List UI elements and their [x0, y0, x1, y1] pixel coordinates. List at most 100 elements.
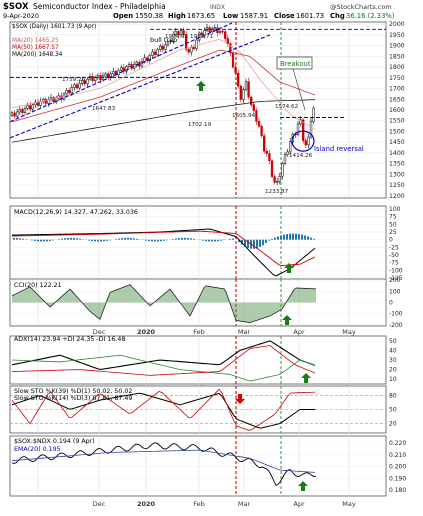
macd-histogram-bar	[16, 238, 18, 240]
macd-histogram-bar	[181, 238, 183, 240]
macd-histogram-bar	[214, 240, 216, 242]
chg-label: Chg	[330, 12, 345, 20]
macd-histogram-bar	[64, 238, 66, 239]
symbol: $SOX	[3, 2, 29, 12]
x-tick-label: Feb	[193, 328, 205, 336]
macd-histogram-bar	[22, 239, 24, 240]
macd-histogram-bar	[271, 239, 273, 240]
candle-body	[217, 28, 219, 33]
macd-histogram-bar	[283, 235, 285, 240]
open-label: Open	[113, 12, 133, 20]
ratio-tick-label: 0.200	[389, 464, 406, 471]
macd-histogram-bar	[166, 240, 168, 241]
macd-histogram-bar	[97, 240, 99, 242]
candle-body	[152, 52, 154, 55]
macd-histogram-bar	[280, 235, 282, 239]
candle-body	[193, 47, 195, 48]
candle-body	[24, 108, 26, 112]
macd-histogram-bar	[124, 238, 126, 240]
price-tick-label: 1200	[389, 193, 405, 200]
macd-histogram-bar	[274, 238, 276, 240]
candle-body	[258, 121, 260, 126]
x-tick-label: Apr	[293, 500, 305, 508]
macd-histogram-bar	[190, 238, 192, 239]
x-tick-label: May	[342, 328, 356, 336]
candle-body	[269, 154, 271, 161]
macd-histogram-bar	[295, 234, 297, 240]
x-tick-label: Feb	[193, 500, 205, 508]
chg-value: 36.16 (2.33%)	[346, 12, 395, 20]
sto-tick-label: 80	[389, 392, 397, 399]
price-tick-label: 1600	[389, 107, 405, 114]
macd-histogram-bar	[202, 240, 204, 241]
candle-body	[196, 40, 198, 49]
macd-tick-label: -100	[389, 267, 403, 274]
macd-histogram-bar	[307, 236, 309, 239]
price-tick-label: 1250	[389, 182, 405, 189]
sto-legend-2: Slow STO %K(14) %D(3) 87.81, 87.49	[14, 395, 132, 402]
macd-tick-label: 75	[389, 214, 397, 221]
candle-body	[14, 113, 16, 117]
candle-body	[284, 155, 286, 164]
candle-body	[261, 126, 263, 136]
cci-tick-label: 200	[389, 277, 401, 284]
macd-legend: MACD(12,26,9) 14.327, 47.262, 33.036	[14, 209, 138, 216]
macd-histogram-bar	[79, 239, 81, 240]
price-tick-label: 1650	[389, 96, 405, 103]
macd-histogram-bar	[67, 238, 69, 240]
macd-tick-label: 0	[389, 237, 393, 244]
candle-body	[240, 86, 242, 99]
candle-body	[76, 85, 78, 88]
price-tick-label: 1400	[389, 150, 405, 157]
macd-histogram-bar	[175, 238, 177, 239]
adx-tick-label: 40	[389, 347, 397, 354]
candle-body	[256, 111, 258, 122]
macd-histogram-bar	[91, 240, 93, 241]
macd-tick-label: 100	[389, 206, 401, 213]
candle-body	[162, 46, 164, 49]
macd-histogram-bar	[187, 238, 189, 240]
sto-tick-label: 20	[389, 421, 397, 428]
x-tick-label: 2020	[137, 328, 156, 336]
candle-body	[313, 108, 315, 121]
low-label: Low	[223, 12, 239, 20]
macd-histogram-bar	[259, 240, 261, 247]
x-tick-label: May	[342, 500, 356, 508]
price-tick-label: 1800	[389, 64, 405, 71]
macd-histogram-bar	[163, 240, 165, 241]
macd-histogram-bar	[43, 240, 45, 242]
legend-ma20: MA(20) 1465.25	[12, 38, 59, 44]
candle-body	[271, 161, 273, 177]
price-annotation: 1759.26	[62, 77, 86, 83]
candle-body	[276, 181, 278, 182]
price-tick-label: 1300	[389, 171, 405, 178]
macd-histogram-bar	[46, 240, 48, 242]
ratio-tick-label: 0.180	[389, 487, 406, 494]
macd-histogram-bar	[217, 240, 219, 241]
macd-histogram-bar	[145, 240, 147, 241]
macd-histogram-bar	[247, 240, 249, 248]
macd-histogram-bar	[178, 238, 180, 240]
macd-histogram-bar	[310, 238, 312, 240]
candle-body	[123, 68, 125, 72]
candle-body	[274, 177, 276, 183]
ratio-tick-label: 0.190	[389, 475, 406, 482]
candle-body	[305, 141, 307, 145]
cci-tick-label: -100	[389, 311, 403, 318]
macd-histogram-bar	[88, 240, 90, 241]
macd-histogram-bar	[136, 239, 138, 240]
panel-frame	[10, 436, 386, 496]
candle-body	[250, 97, 252, 104]
cci-legend: CCI(20) 122.21	[14, 282, 62, 289]
credit: @StockCharts.com	[330, 3, 392, 11]
macd-histogram-bar	[115, 239, 117, 240]
macd-histogram-bar	[286, 234, 288, 240]
macd-tick-label: -50	[389, 252, 399, 259]
macd-histogram-bar	[70, 238, 72, 240]
candle-body	[118, 70, 120, 74]
price-annotation: 1983.71	[190, 34, 214, 40]
macd-histogram-bar	[34, 240, 36, 241]
